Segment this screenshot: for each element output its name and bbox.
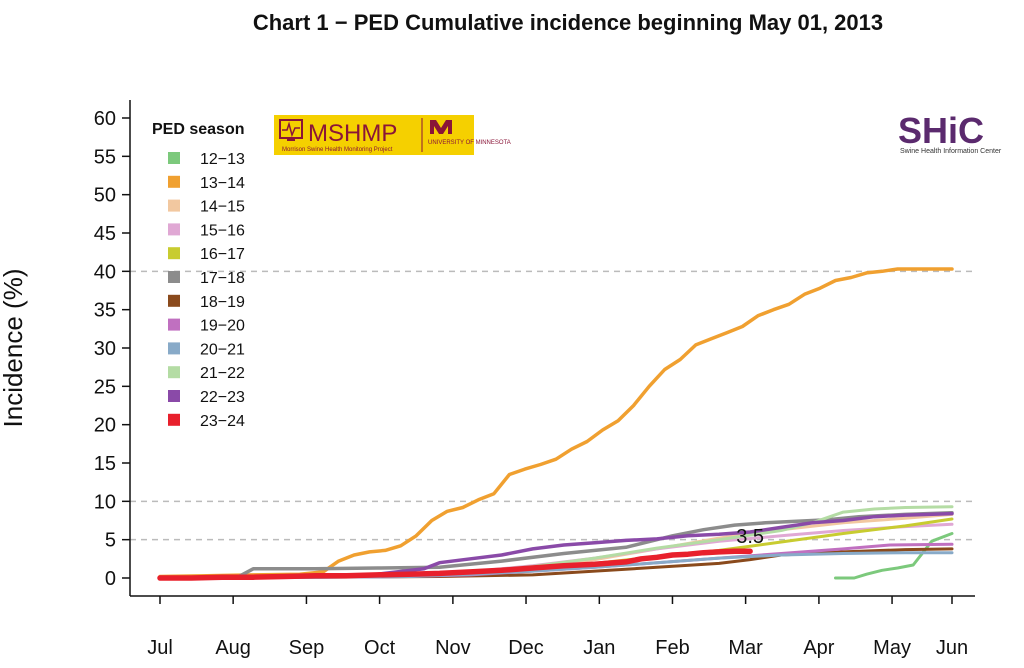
legend-label-14−15: 14−15 [200,199,245,216]
y-tick-label: 10 [94,491,116,513]
x-tick-label: May [873,637,911,659]
y-tick-label: 60 [94,108,116,130]
shic-logo: SHiC Swine Health Information Center [898,110,1002,155]
x-tick-label: Sep [289,637,325,659]
reference-lines [130,270,975,541]
monitor-icon [279,119,303,139]
y-tick-label: 20 [94,415,116,437]
legend-swatch-22−23 [168,390,180,402]
legend-swatch-13−14 [168,175,180,188]
legend-label-15−16: 15−16 [200,222,245,239]
legend-swatch-21−22 [168,366,180,379]
x-tick-label: Aug [215,637,251,659]
legend-swatch-14−15 [168,199,180,212]
x-tick-label: Apr [803,637,834,659]
y-tick-label: 30 [94,338,116,360]
legend-label-23−24: 23−24 [200,413,245,430]
y-tick-label: 45 [94,223,116,245]
y-axis-label: Incidence (%) [0,269,28,428]
monitor-stand-icon [287,139,295,141]
legend-swatch-18−19 [168,294,180,307]
legend-swatch-20−21 [168,342,180,355]
y-tick-label: 40 [94,261,116,283]
y-tick-label: 50 [94,185,116,207]
series-line-23−24 [157,548,753,581]
legend-label-21−22: 21−22 [200,365,245,382]
y-tick-label: 0 [105,568,116,590]
legend-swatch-17−18 [168,271,180,283]
mshmp-logo: MSHMP Morrison Swine Health Monitoring P… [274,115,511,155]
legend-swatch-19−20 [168,318,180,331]
x-tick-label: Mar [728,637,763,659]
y-tick-label: 5 [105,530,116,552]
x-tick-label: Jan [583,637,615,659]
legend-label-18−19: 18−19 [200,294,245,311]
x-tick-label: Oct [364,637,396,659]
legend-swatch-12−13 [168,152,180,164]
series-line-22−23 [158,511,954,580]
series-line-17−18 [158,511,954,580]
legend-label-13−14: 13−14 [200,175,245,192]
legend-label-12−13: 12−13 [200,151,245,168]
legend-label-20−21: 20−21 [200,341,245,358]
legend-swatch-15−16 [168,223,180,236]
legend-label-19−20: 19−20 [200,318,245,335]
y-tick-label: 25 [94,376,116,398]
heartbeat-icon [282,121,300,138]
mshmp-logo-name: MSHMP [308,120,397,147]
x-tick-label: Dec [508,637,544,659]
x-tick-label: Jun [936,637,968,659]
y-axis-ticks: 0 5 10 15 20 25 30 35 40 45 50 55 60 [94,108,130,590]
y-tick-label: 35 [94,300,116,322]
x-axis-ticks: Jul Aug Sep Oct Nov Dec Jan Feb Mar Apr May Jun [147,596,968,659]
y-tick-label: 55 [94,146,116,168]
mshmp-logo-background [274,115,474,155]
mshmp-logo-subtitle: Morrison Swine Health Monitoring Project [282,147,393,153]
legend-label-17−18: 17−18 [200,270,245,287]
legend-items: 12−13 13−14 14−15 15−16 16−17 17−18 18−19 19−20… [168,151,245,430]
series-line-13−14 [158,267,954,579]
legend-title: PED season [152,121,244,138]
legend: PED season 12−13 13−14 14−15 15−16 16−17 17−1… [152,121,245,430]
x-tick-label: Nov [435,637,471,659]
annotations: 3.5 [736,526,764,548]
legend-swatch-16−17 [168,247,180,260]
shic-logo-subtitle: Swine Health Information Center [900,148,1002,155]
series-lines [157,267,954,581]
x-tick-label: Jul [147,637,173,659]
legend-label-22−23: 22−23 [200,389,245,406]
university-name: UNIVERSITY OF MINNESOTA [428,140,511,146]
university-m-icon [430,120,452,134]
chart-title: Chart 1 − PED Cumulative incidence begin… [253,10,883,35]
annotation-label: 3.5 [736,526,764,548]
y-tick-label: 15 [94,453,116,475]
legend-swatch-23−24 [168,413,180,426]
shic-logo-name: SHiC [898,110,984,151]
x-tick-label: Feb [655,637,689,659]
legend-label-16−17: 16−17 [200,246,245,263]
